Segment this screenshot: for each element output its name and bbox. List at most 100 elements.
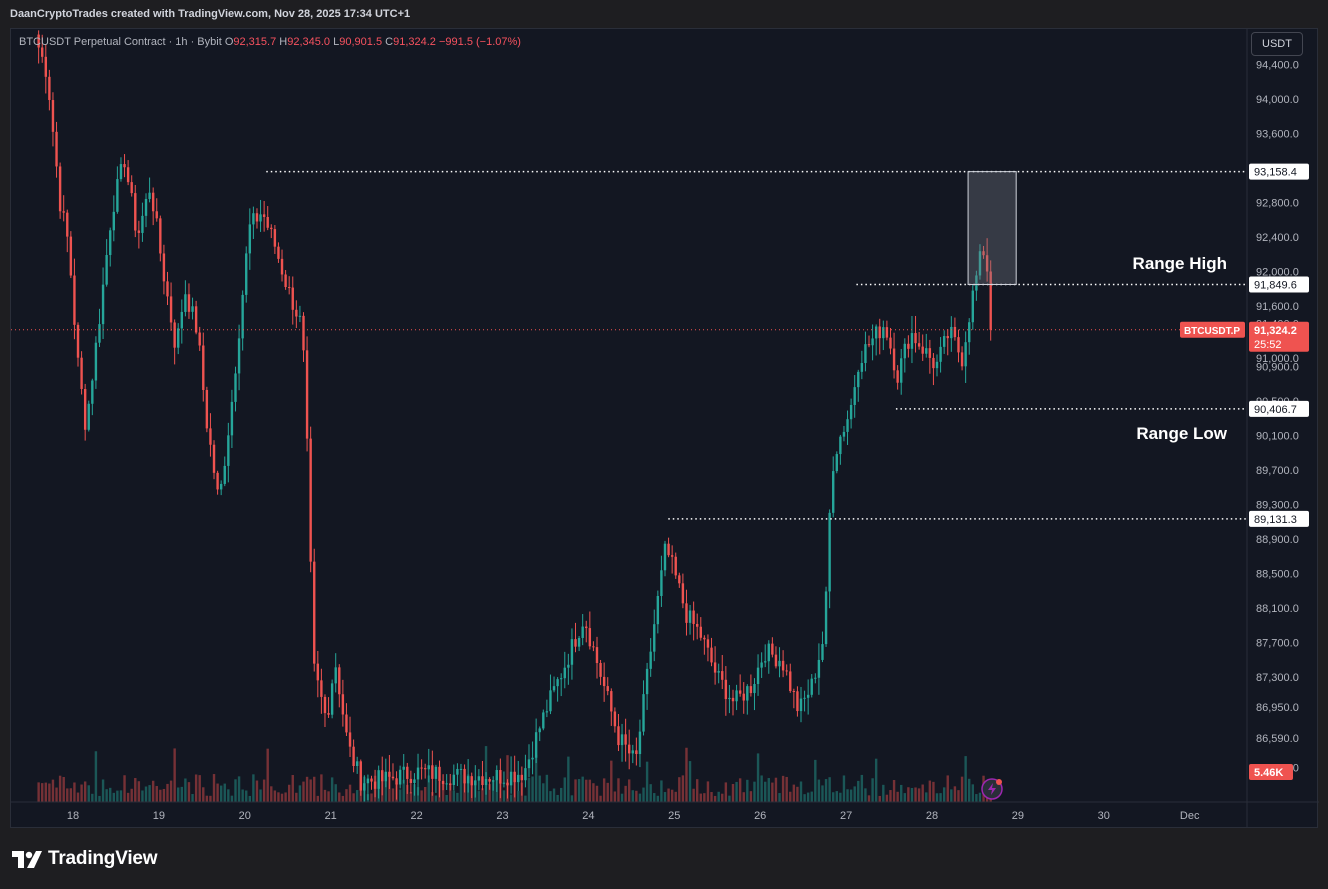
volume-bar: [900, 784, 903, 802]
volume-bar: [320, 774, 323, 802]
volume-bar: [756, 753, 760, 802]
candle-body: [806, 694, 810, 698]
candle-body: [491, 780, 495, 782]
candle-body: [910, 333, 914, 349]
volume-bar: [538, 775, 541, 802]
volume-bar: [821, 785, 824, 802]
candle-body: [896, 370, 899, 383]
candle-body: [416, 767, 420, 780]
volume-bar: [849, 789, 853, 802]
volume-bar: [889, 790, 892, 802]
time-tick-label: 19: [153, 810, 165, 822]
candle-body: [341, 694, 345, 715]
volume-bar: [896, 791, 899, 802]
candle-body: [935, 361, 939, 369]
candle-body: [184, 294, 187, 312]
candle-body: [388, 771, 391, 777]
volume-bar: [431, 792, 434, 802]
alert-icon[interactable]: [981, 778, 1003, 800]
time-tick-label: 22: [410, 810, 422, 822]
candle-body: [151, 192, 155, 212]
currency-button[interactable]: USDT: [1251, 32, 1303, 56]
candle-body: [917, 343, 921, 347]
candle-body: [968, 322, 971, 343]
volume-bar: [101, 779, 105, 802]
candle-body: [767, 643, 770, 662]
candle-body: [205, 389, 209, 429]
candle-body: [66, 212, 69, 237]
candle-body: [663, 543, 667, 571]
volume-bar: [857, 780, 860, 802]
candle-body: [241, 294, 244, 339]
volume-bar: [177, 787, 180, 802]
volume-bar: [116, 790, 119, 802]
candle-body: [381, 770, 384, 782]
top-bar: DaanCryptoTrades created with TradingVie…: [0, 0, 1328, 28]
volume-bar: [635, 790, 638, 802]
price-tick-label: 87,700.0: [1256, 637, 1299, 649]
candle-body: [588, 628, 592, 647]
candle-body: [592, 646, 595, 648]
candle-body: [606, 686, 609, 692]
candle-body: [302, 315, 305, 351]
annotations[interactable]: Range High Range Low: [1133, 254, 1228, 443]
level-lines[interactable]: [266, 170, 1247, 520]
volume-bar: [985, 795, 989, 802]
candle-body: [885, 327, 889, 338]
annotation-label: Range Low: [1136, 424, 1227, 443]
volume-bar: [774, 777, 778, 802]
candle-body: [960, 352, 964, 367]
candle-body: [706, 639, 710, 648]
candle-body: [982, 251, 985, 256]
candle-body: [144, 198, 148, 216]
tradingview-logo[interactable]: TradingView: [12, 848, 158, 870]
volume-bar: [327, 791, 330, 802]
candle-body: [273, 229, 277, 247]
candle-body: [126, 167, 130, 183]
volume-bar: [309, 779, 312, 802]
chart-panel[interactable]: Range High Range Low 94,400.0 94,000.0 93,6…: [10, 28, 1319, 829]
volume-bar: [166, 783, 169, 802]
candle-body: [617, 726, 620, 746]
volume-bar: [58, 775, 62, 802]
volume-bar: [624, 785, 627, 802]
candle-body: [925, 348, 928, 354]
candle-body: [874, 326, 878, 339]
candle-body: [746, 686, 749, 701]
candle-body: [284, 274, 287, 288]
volume-bar: [957, 790, 960, 802]
candle-body: [653, 624, 656, 652]
candle-body: [470, 776, 473, 786]
candle-body: [792, 691, 796, 693]
volume-bar: [678, 777, 681, 802]
candle-body: [123, 164, 126, 168]
volume-bar: [169, 780, 173, 802]
candlestick-chart[interactable]: Range High Range Low 94,400.0 94,000.0 93,6…: [11, 29, 1319, 829]
credit-text: DaanCryptoTrades created with TradingVie…: [10, 8, 411, 20]
candle-body: [928, 348, 932, 358]
level-price-tag: [1249, 510, 1309, 527]
candle-body: [391, 776, 395, 779]
volume-bar: [51, 779, 55, 802]
candle-body: [245, 253, 248, 295]
range-highlight-box[interactable]: [967, 171, 1017, 285]
volume-bar: [273, 790, 277, 802]
candle-body: [348, 732, 352, 747]
price-tick-label: 89,300.0: [1256, 499, 1299, 511]
volume-bar: [245, 790, 248, 802]
candle-body: [735, 690, 738, 702]
candle-body: [749, 686, 753, 694]
candle-body: [989, 271, 992, 330]
candle-body: [83, 388, 87, 430]
volume-bar: [198, 775, 201, 802]
volume-bar: [559, 787, 563, 802]
volume-bar: [717, 791, 720, 802]
volume-bar: [789, 791, 792, 802]
candle-body: [796, 691, 799, 712]
candle-body: [574, 639, 577, 647]
candle-body: [506, 782, 509, 786]
volume-bar: [194, 774, 198, 802]
time-scale[interactable]: 18 19 20 21 22 23 24 25 26 27 28 29 30 Dec: [67, 810, 1200, 822]
volume-bar: [355, 790, 359, 802]
candle-body: [62, 211, 65, 213]
